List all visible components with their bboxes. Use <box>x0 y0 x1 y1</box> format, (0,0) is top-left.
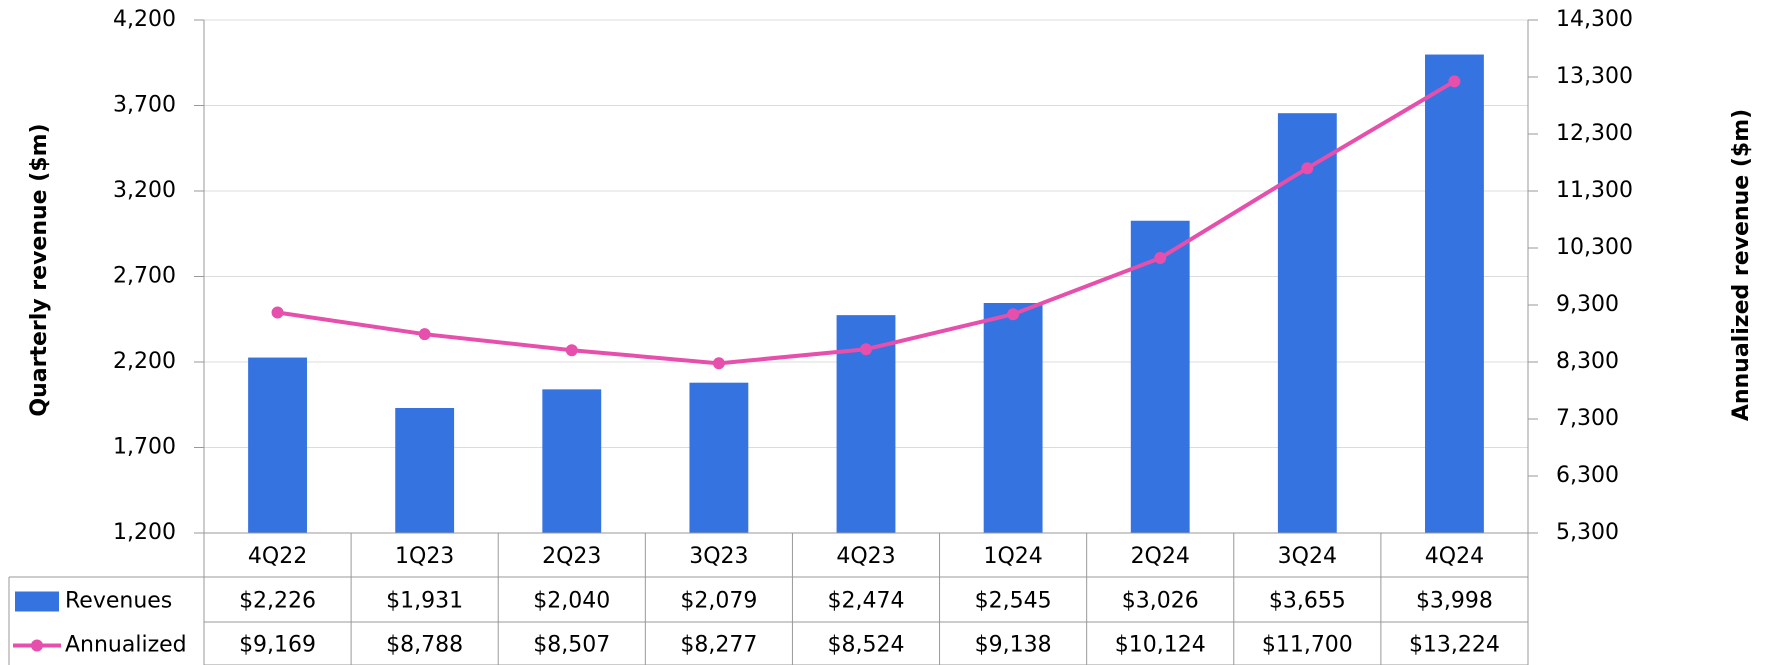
y-tick-label: 3,700 <box>113 93 176 118</box>
table-value: $1,931 <box>386 589 463 614</box>
line-point <box>271 306 284 319</box>
table-value: $2,079 <box>680 589 757 614</box>
legend-swatch <box>15 591 59 612</box>
line-point <box>860 343 872 356</box>
line-point <box>1448 75 1461 88</box>
bar <box>689 382 749 533</box>
bar <box>983 303 1043 533</box>
table-value: $13,224 <box>1409 633 1500 658</box>
bar <box>1277 113 1337 533</box>
y2-tick-label: 14,300 <box>1556 7 1633 32</box>
y2-tick-label: 5,300 <box>1556 520 1619 545</box>
table-value: $9,138 <box>975 633 1052 658</box>
y-tick-label: 2,700 <box>113 264 176 289</box>
legend-swatch <box>31 639 43 652</box>
y2-tick-label: 9,300 <box>1556 292 1619 317</box>
table-value: $2,474 <box>828 589 905 614</box>
y2-tick-label: 11,300 <box>1556 178 1633 203</box>
table-value: $2,545 <box>975 589 1052 614</box>
y-tick-label: 1,200 <box>113 520 176 545</box>
y-axis-title: Quarterly revenue ($m) <box>27 123 52 416</box>
bar <box>1425 54 1484 534</box>
x-tick-label: 4Q24 <box>1425 544 1484 569</box>
legend-label: Annualized <box>65 633 187 658</box>
line-point <box>1154 252 1167 265</box>
bar <box>542 389 602 533</box>
x-tick-label: 2Q24 <box>1131 544 1190 569</box>
y-tick-label: 4,200 <box>113 7 176 32</box>
table-value: $3,998 <box>1416 589 1493 614</box>
table-value: $8,277 <box>680 633 757 658</box>
table-value: $10,124 <box>1115 633 1206 658</box>
x-tick-label: 3Q23 <box>689 544 748 569</box>
table-value: $8,788 <box>386 633 463 658</box>
table-value: $8,524 <box>828 633 905 658</box>
x-tick-label: 1Q24 <box>983 544 1042 569</box>
line-point <box>1007 308 1020 321</box>
y2-tick-label: 7,300 <box>1556 406 1619 431</box>
x-tick-label: 4Q22 <box>248 544 307 569</box>
table-value: $8,507 <box>533 633 610 658</box>
table-value: $3,026 <box>1122 589 1199 614</box>
x-tick-label: 1Q23 <box>395 544 454 569</box>
line-point <box>712 357 725 370</box>
y-tick-label: 1,700 <box>113 435 176 460</box>
y2-tick-label: 13,300 <box>1556 64 1633 89</box>
y2-tick-label: 10,300 <box>1556 235 1633 260</box>
y2-tick-label: 8,300 <box>1556 349 1619 374</box>
x-tick-label: 2Q23 <box>542 544 601 569</box>
line-point <box>565 344 578 357</box>
table-value: $11,700 <box>1262 633 1353 658</box>
x-tick-label: 3Q24 <box>1278 544 1337 569</box>
line-point <box>1301 162 1314 175</box>
bar <box>248 357 307 533</box>
line-point <box>418 328 431 341</box>
y2-tick-label: 12,300 <box>1556 121 1633 146</box>
y-tick-label: 2,200 <box>113 349 176 374</box>
y2-tick-label: 6,300 <box>1556 463 1619 488</box>
table-value: $2,226 <box>239 589 316 614</box>
table-value: $9,169 <box>239 633 316 658</box>
x-tick-label: 4Q23 <box>836 544 895 569</box>
table-value: $2,040 <box>533 589 610 614</box>
y-tick-label: 3,200 <box>113 178 176 203</box>
table-value: $3,655 <box>1269 589 1346 614</box>
legend-label: Revenues <box>65 589 172 614</box>
y2-axis-title: Annualized revenue ($m) <box>1729 109 1754 421</box>
bar <box>395 407 455 533</box>
bar <box>1130 220 1190 533</box>
